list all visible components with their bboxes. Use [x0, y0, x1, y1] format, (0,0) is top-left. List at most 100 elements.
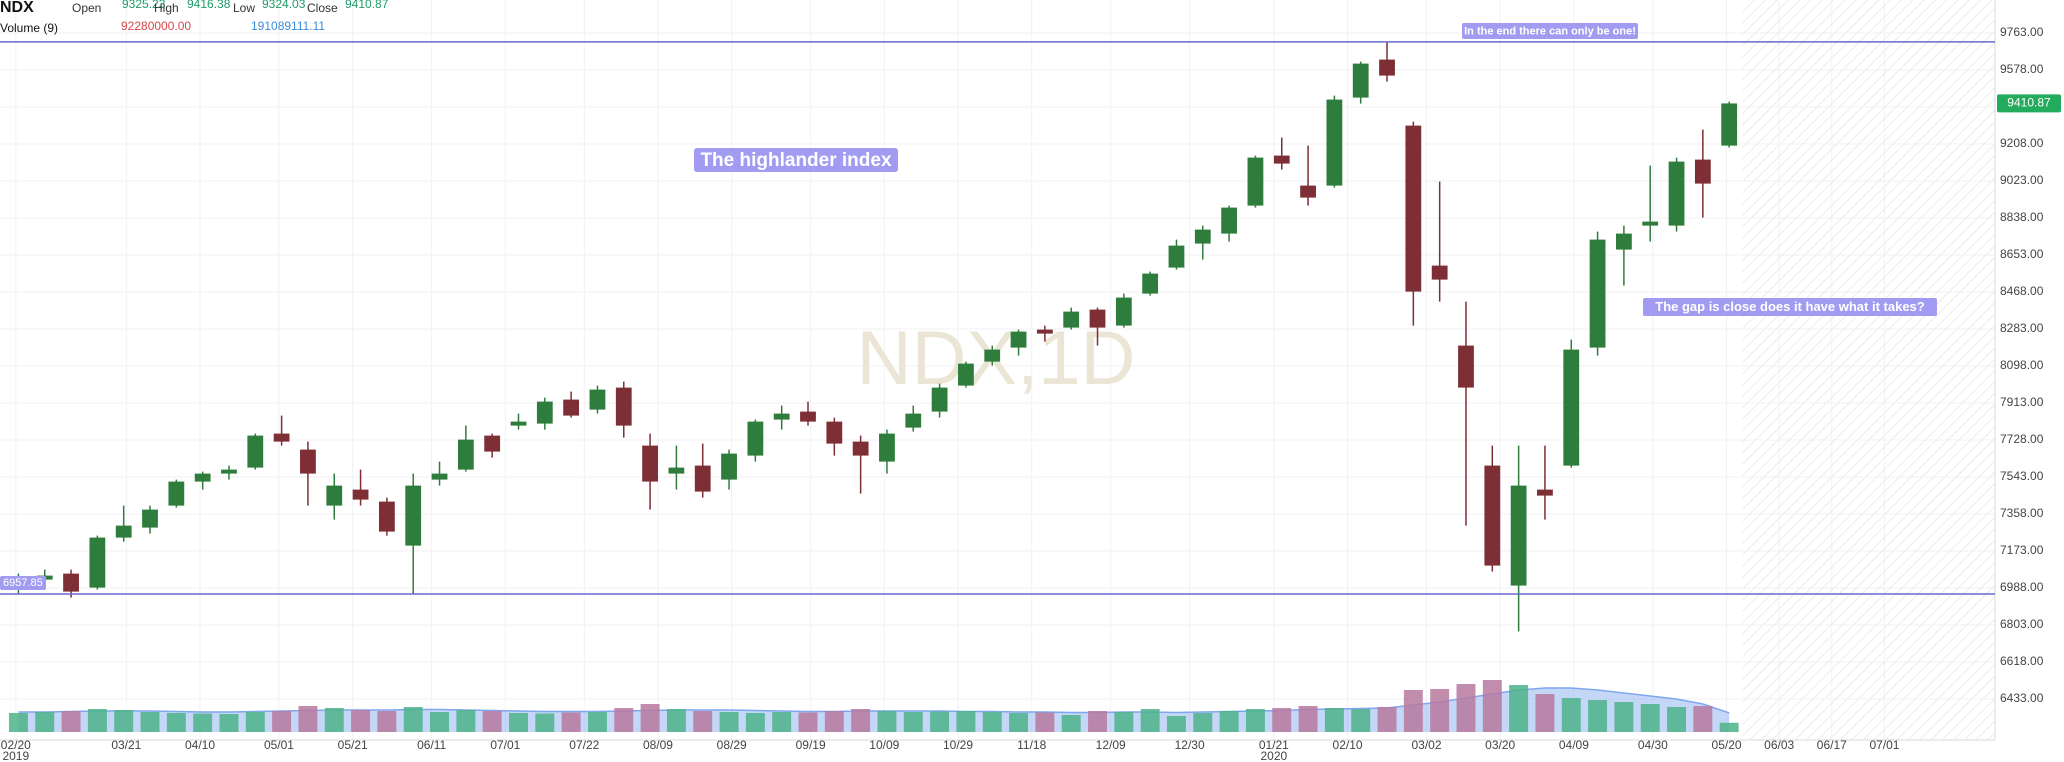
candle-body [1642, 221, 1659, 226]
candle-body [563, 399, 580, 416]
candle-body [905, 413, 922, 428]
volume-bar [587, 712, 607, 732]
volume-bar [35, 712, 55, 732]
value: 92280000.00 [121, 19, 191, 33]
x-tick-label: 03/02 [1411, 738, 1441, 752]
candle-body [352, 489, 369, 500]
volume-bar [1535, 694, 1555, 732]
x-tick-label: 04/10 [185, 738, 215, 752]
volume-bar [877, 711, 897, 732]
candle-body [194, 473, 211, 482]
volume-bar [640, 704, 660, 732]
volume-bar [8, 713, 28, 732]
value: 9325.23 [122, 0, 166, 11]
volume-bar [745, 713, 765, 732]
volume-bar [1009, 713, 1029, 732]
legend: NDX Open 9325.23 High 9416.38 Low 9324.0… [0, 0, 389, 35]
volume-bar [272, 711, 292, 732]
x-tick-label: 12/30 [1175, 738, 1205, 752]
candle-body [63, 573, 79, 592]
label: Volume (9) [0, 21, 58, 35]
y-tick-label: 9208.00 [2000, 136, 2044, 150]
volume-bar [430, 712, 450, 732]
y-tick-label: 7173.00 [2000, 543, 2044, 557]
candle-body [1168, 245, 1185, 268]
volume-bar [693, 711, 713, 732]
volume-bar [824, 711, 844, 732]
candle-body [1142, 273, 1159, 294]
x-tick-label: 05/21 [338, 738, 368, 752]
volume-bar [114, 710, 134, 732]
candle-body [378, 501, 395, 532]
volume-bar [1377, 707, 1397, 732]
y-tick-label: 6988.00 [2000, 580, 2044, 594]
price-line-badge [0, 576, 46, 591]
x-tick-label: 05/20 [1712, 738, 1742, 752]
candle-body [457, 439, 474, 470]
x-tick-label: 07/01 [490, 738, 520, 752]
volume-bar [87, 709, 107, 732]
candle-body [931, 387, 948, 412]
candle-body [984, 349, 1001, 362]
symbol: NDX [0, 0, 34, 16]
annotation-box [1643, 298, 1937, 316]
candle-body [484, 435, 501, 452]
candle-body [1589, 239, 1606, 348]
volume-bar [1035, 712, 1055, 732]
x-tick-label: 08/29 [717, 738, 747, 752]
volume-bar [1298, 706, 1318, 732]
candle-body [958, 363, 974, 386]
candle-body [615, 387, 632, 426]
volume-bar [1640, 704, 1660, 732]
x-tick-label: 07/22 [569, 738, 599, 752]
candle-body [1194, 229, 1211, 244]
volume-bar [1245, 709, 1265, 732]
volume-bar [1667, 707, 1687, 732]
volume-bar [1430, 689, 1450, 732]
annotation: The highlander index [700, 150, 892, 171]
volume-bar [982, 712, 1002, 732]
candle-body [1563, 349, 1580, 466]
volume-bar [1061, 715, 1081, 732]
volume-bar [719, 712, 739, 732]
candle-body [1379, 59, 1395, 76]
volume-bar [61, 711, 81, 732]
x-tick-label: 01/21 [1259, 738, 1289, 752]
candle-body [142, 509, 158, 528]
x-tick-label: 10/29 [943, 738, 973, 752]
volume-bar [561, 712, 581, 732]
candle-body [1063, 311, 1080, 328]
x-tick-label: 03/21 [111, 738, 141, 752]
y-tick-label: 7543.00 [2000, 469, 2044, 483]
y-tick-label: 7728.00 [2000, 432, 2044, 446]
y-tick-label: 7358.00 [2000, 506, 2044, 520]
volume-bar [140, 712, 160, 732]
x-tick-label: 03/20 [1485, 738, 1515, 752]
value: 9410.87 [345, 0, 389, 11]
volume-bar [298, 706, 318, 732]
volume-bar [1403, 690, 1423, 732]
volume-bar [1482, 680, 1502, 732]
annotation: In the end there can only be one! [1464, 25, 1636, 37]
volume-bar [1719, 722, 1739, 732]
candle-body [589, 389, 606, 410]
volume-bar [1509, 685, 1529, 732]
x-tick-label: 10/09 [869, 738, 899, 752]
x-tick-label: 12/09 [1096, 738, 1126, 752]
annotation-box [1462, 23, 1638, 39]
candle-body [642, 445, 658, 482]
candle-body [536, 401, 553, 424]
candle-body [1694, 159, 1711, 184]
volume-bar [166, 713, 186, 732]
volume-bar [403, 707, 423, 732]
volume-bar [851, 709, 871, 732]
volume-bar [1588, 700, 1608, 732]
volume-bar [456, 710, 476, 732]
volume-bar [324, 708, 344, 732]
volume-bar [798, 712, 818, 732]
annotation: The gap is close does it have what it ta… [1655, 299, 1925, 314]
candle-body [168, 481, 185, 506]
x-tick-label: 04/09 [1559, 738, 1589, 752]
label: High [154, 1, 179, 15]
